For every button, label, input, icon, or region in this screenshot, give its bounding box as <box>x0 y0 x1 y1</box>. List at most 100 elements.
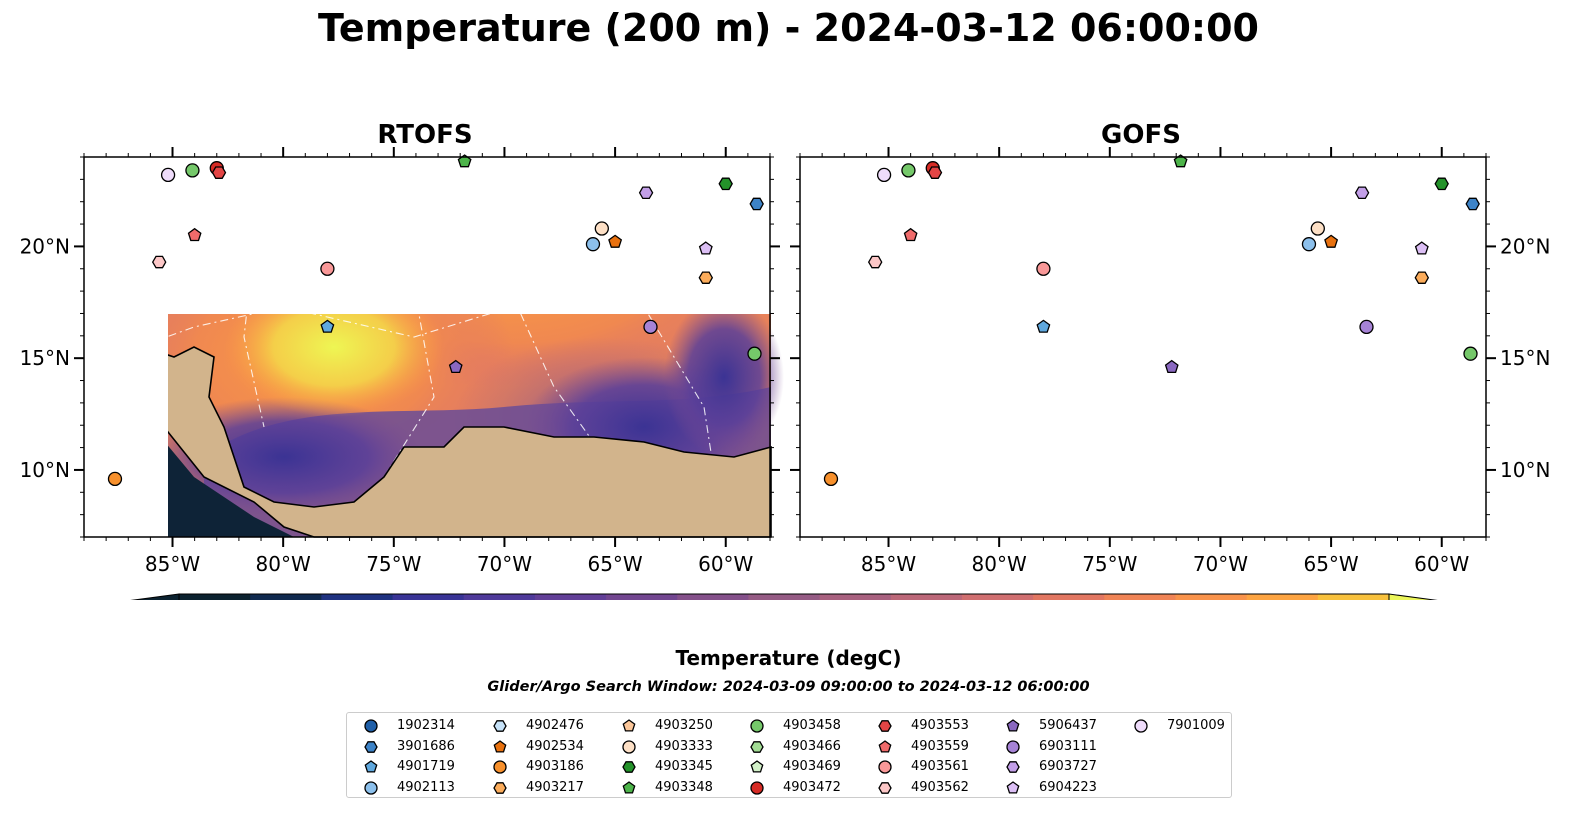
legend-label: 4903559 <box>911 738 969 754</box>
float-marker <box>160 167 176 183</box>
float-marker <box>1301 237 1317 252</box>
figure-title: Temperature (200 m) - 2024-03-12 06:00:0… <box>317 6 1259 50</box>
lon-tick-label: 80°W <box>256 552 311 576</box>
float-marker <box>1359 319 1374 335</box>
legend-label: 4903186 <box>526 759 584 774</box>
float-marker <box>594 221 609 236</box>
float-marker <box>927 166 943 179</box>
legend-marker-icon <box>750 740 764 753</box>
colorbar-segment <box>534 594 607 600</box>
lon-tick-label: 70°W <box>477 552 532 576</box>
legend-label: 1902314 <box>397 718 455 733</box>
legend-label: 4903345 <box>655 759 713 774</box>
float-marker <box>320 261 335 276</box>
float-marker <box>1173 154 1188 168</box>
colorbar-segment <box>463 594 536 600</box>
colorbar-segment <box>819 594 892 600</box>
legend-marker-icon <box>1006 739 1020 754</box>
colorbar-segment <box>606 594 678 600</box>
legend-label: 6903111 <box>1039 738 1097 754</box>
float-marker <box>1434 177 1449 191</box>
search-window-caption: Glider/Argo Search Window: 2024-03-09 09… <box>487 679 1090 695</box>
legend-label: 6904223 <box>1039 779 1097 795</box>
float-marker <box>211 166 227 179</box>
legend-marker-icon <box>878 781 892 794</box>
legend-marker-icon <box>364 760 378 773</box>
map-panel-gofs: 85°W 80°W 75°W 70°W 65°W 60°W 20°N 15°N 10°N <box>790 147 1550 576</box>
legend-label: 4903469 <box>783 759 841 774</box>
legend-marker-icon <box>1134 719 1148 733</box>
legend-marker-icon <box>622 719 636 732</box>
lon-tick-label: 85°W <box>145 552 200 576</box>
colorbar-segment <box>1317 594 1390 600</box>
lat-tick-label: 20°N <box>1500 234 1550 258</box>
float-legend: 1902314 3901686 4901719 4902113 4902476 49025… <box>346 712 1232 798</box>
lat-tick-label: 20°N <box>20 234 70 258</box>
legend-label: 4903217 <box>526 779 584 795</box>
float-marker <box>1414 271 1430 284</box>
legend-label: 4903466 <box>783 738 841 754</box>
legend-marker-icon <box>1006 780 1020 794</box>
lat-tick-label: 15°N <box>1500 346 1550 370</box>
float-marker <box>1414 241 1429 255</box>
map-panel-rtofs: 85°W 80°W 75°W 70°W 65°W 60°W 20°N 15°N 10°N <box>20 147 784 576</box>
lat-tick-label: 15°N <box>20 346 70 370</box>
lon-tick-label: 60°W <box>1414 552 1469 576</box>
colorbar-extend-high <box>1388 593 1438 600</box>
float-marker <box>608 234 623 248</box>
lat-tick-label: 10°N <box>20 458 70 482</box>
colorbar-segment <box>179 594 251 600</box>
legend-marker-icon <box>493 720 507 732</box>
legend-label: 4903561 <box>911 759 969 774</box>
legend-label: 4903333 <box>655 738 713 754</box>
float-marker <box>107 471 123 487</box>
float-marker <box>823 471 839 487</box>
lon-tick-label: 60°W <box>698 552 753 576</box>
panel-title-gofs: GOFS <box>1101 120 1181 150</box>
legend-label: 4903458 <box>783 718 841 733</box>
map-panels: 85°W 80°W 75°W 70°W 65°W 60°W 20°N 15°N 10°N 85°… <box>20 147 1550 600</box>
float-marker <box>749 197 764 211</box>
float-marker <box>585 237 601 252</box>
colorbar-segment <box>321 594 394 600</box>
colorbar-segment <box>1033 594 1105 600</box>
legend-label: 3901686 <box>397 738 455 754</box>
legend-marker-icon <box>493 781 507 794</box>
legend-label: 4903553 <box>911 718 969 733</box>
colorbar-segment <box>250 594 322 600</box>
colorbar-segment <box>1175 594 1248 600</box>
legend-label: 4902113 <box>397 779 455 795</box>
legend-label: 7901009 <box>1167 718 1225 733</box>
colorbar-segment <box>1246 594 1319 600</box>
legend-marker-icon <box>878 760 892 774</box>
lon-tick-label: 75°W <box>366 552 421 576</box>
lon-tick-label: 70°W <box>1193 552 1248 576</box>
float-marker <box>151 255 167 269</box>
legend-marker-icon <box>493 760 507 774</box>
float-marker <box>876 167 892 183</box>
float-marker <box>457 154 472 168</box>
legend-marker-icon <box>750 760 764 773</box>
float-marker <box>698 241 713 255</box>
legend-marker-icon <box>622 780 636 794</box>
colorbar: 141516171819202122 <box>130 593 1438 600</box>
legend-marker-icon <box>493 739 507 753</box>
legend-label: 5906437 <box>1039 718 1097 733</box>
legend-label: 4903250 <box>655 718 713 733</box>
colorbar-segment <box>1104 594 1176 600</box>
lat-tick-label: 10°N <box>1500 458 1550 482</box>
float-marker <box>1036 319 1051 333</box>
colorbar-extend-low <box>130 593 180 600</box>
legend-label: 4903348 <box>655 779 713 795</box>
float-marker <box>1036 261 1051 276</box>
colorbar-segment <box>961 594 1034 600</box>
float-marker <box>903 227 918 242</box>
legend-marker-icon <box>364 719 378 733</box>
float-marker <box>448 359 463 374</box>
float-marker <box>747 346 762 361</box>
legend-marker-icon <box>1006 761 1020 773</box>
float-marker <box>867 255 883 269</box>
float-marker <box>698 271 714 284</box>
legend-label: 4902534 <box>526 738 584 754</box>
legend-marker-icon <box>364 740 378 753</box>
